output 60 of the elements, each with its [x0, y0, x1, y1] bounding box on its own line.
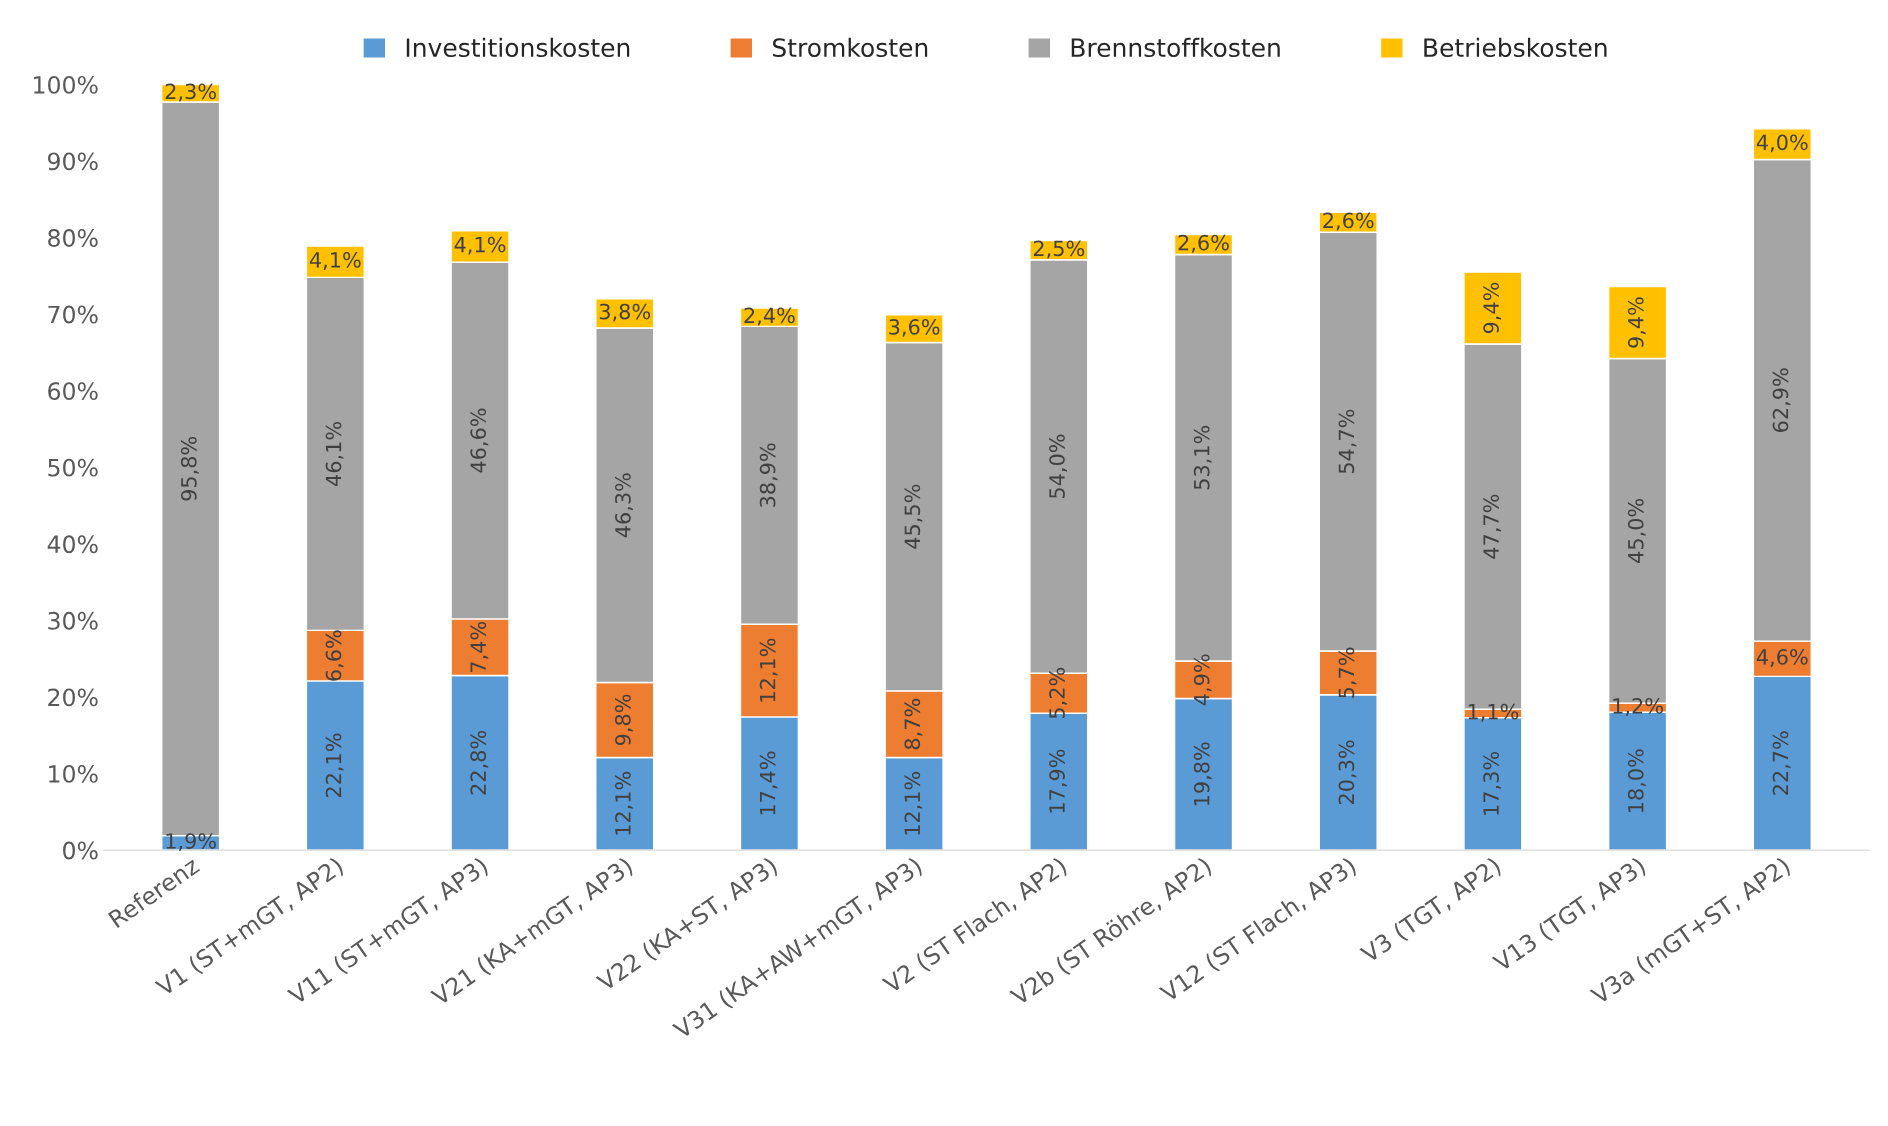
data-label: 6,6%: [325, 630, 344, 681]
y-tick-label: 90%: [47, 152, 98, 171]
legend-label: Brennstoffkosten: [1071, 37, 1280, 58]
data-label: 2,4%: [744, 307, 795, 326]
data-label: 95,8%: [180, 436, 199, 501]
data-label: 2,3%: [165, 83, 216, 102]
data-label: 3,6%: [889, 318, 940, 337]
data-label: 17,3%: [1483, 751, 1502, 815]
legend-label: Investitionskosten: [406, 37, 630, 58]
data-label: 4,0%: [1756, 134, 1808, 153]
y-tick-label: 60%: [48, 382, 98, 401]
data-label: 45,5%: [904, 484, 923, 549]
data-label: 17,9%: [1049, 749, 1067, 813]
data-label: 12,1%: [904, 771, 923, 835]
data-label: 7,4%: [470, 621, 489, 672]
y-tick-label: 50%: [48, 458, 98, 477]
data-label: 1,9%: [166, 833, 216, 852]
data-label: 9,4%: [1627, 297, 1646, 348]
data-label: 4,1%: [454, 236, 506, 255]
y-tick-label: 20%: [48, 688, 98, 707]
data-label: 4,6%: [1756, 649, 1808, 667]
data-label: 17,4%: [759, 751, 778, 815]
data-label: 8,7%: [904, 698, 923, 750]
data-label: 54,7%: [1338, 409, 1357, 474]
data-label: 9,8%: [615, 694, 633, 746]
data-label: 46,1%: [325, 421, 344, 486]
data-label: 4,1%: [309, 251, 361, 270]
data-label: 45,0%: [1627, 498, 1646, 563]
y-tick-label: 100%: [34, 75, 98, 94]
data-label: 22,7%: [1772, 731, 1791, 795]
y-tick-label: 70%: [48, 305, 98, 324]
data-label: 18,0%: [1627, 749, 1646, 813]
data-label: 19,8%: [1193, 742, 1212, 806]
y-tick-label: 80%: [48, 229, 98, 247]
data-label: 5,7%: [1338, 647, 1357, 698]
data-label: 20,3%: [1338, 740, 1357, 804]
data-label: 5,2%: [1049, 667, 1067, 719]
legend-label: Stromkosten: [772, 37, 928, 58]
data-label: 22,8%: [470, 730, 489, 795]
y-tick-label: 30%: [48, 611, 98, 630]
data-label: 12,1%: [615, 771, 633, 835]
data-label: 2,6%: [1323, 212, 1374, 231]
data-label: 22,1%: [325, 733, 344, 798]
y-tick-label: 0%: [63, 841, 98, 860]
legend-label: Betriebskosten: [1424, 37, 1607, 58]
data-label: 38,9%: [759, 443, 778, 507]
data-label: 54,0%: [1049, 434, 1067, 499]
data-label: 53,1%: [1193, 425, 1212, 490]
y-tick-label: 40%: [47, 535, 98, 554]
data-label: 12,1%: [759, 638, 778, 702]
y-tick-label: 10%: [49, 765, 98, 783]
data-label: 62,9%: [1772, 368, 1791, 432]
data-label: 46,6%: [470, 408, 489, 473]
data-label: 47,7%: [1483, 494, 1502, 559]
data-label: 46,3%: [615, 473, 633, 538]
data-label: 4,9%: [1193, 654, 1212, 706]
data-label: 2,5%: [1033, 240, 1085, 259]
data-label: 9,4%: [1483, 282, 1502, 334]
data-label: 3,8%: [599, 303, 651, 322]
data-label: 2,6%: [1178, 234, 1229, 253]
